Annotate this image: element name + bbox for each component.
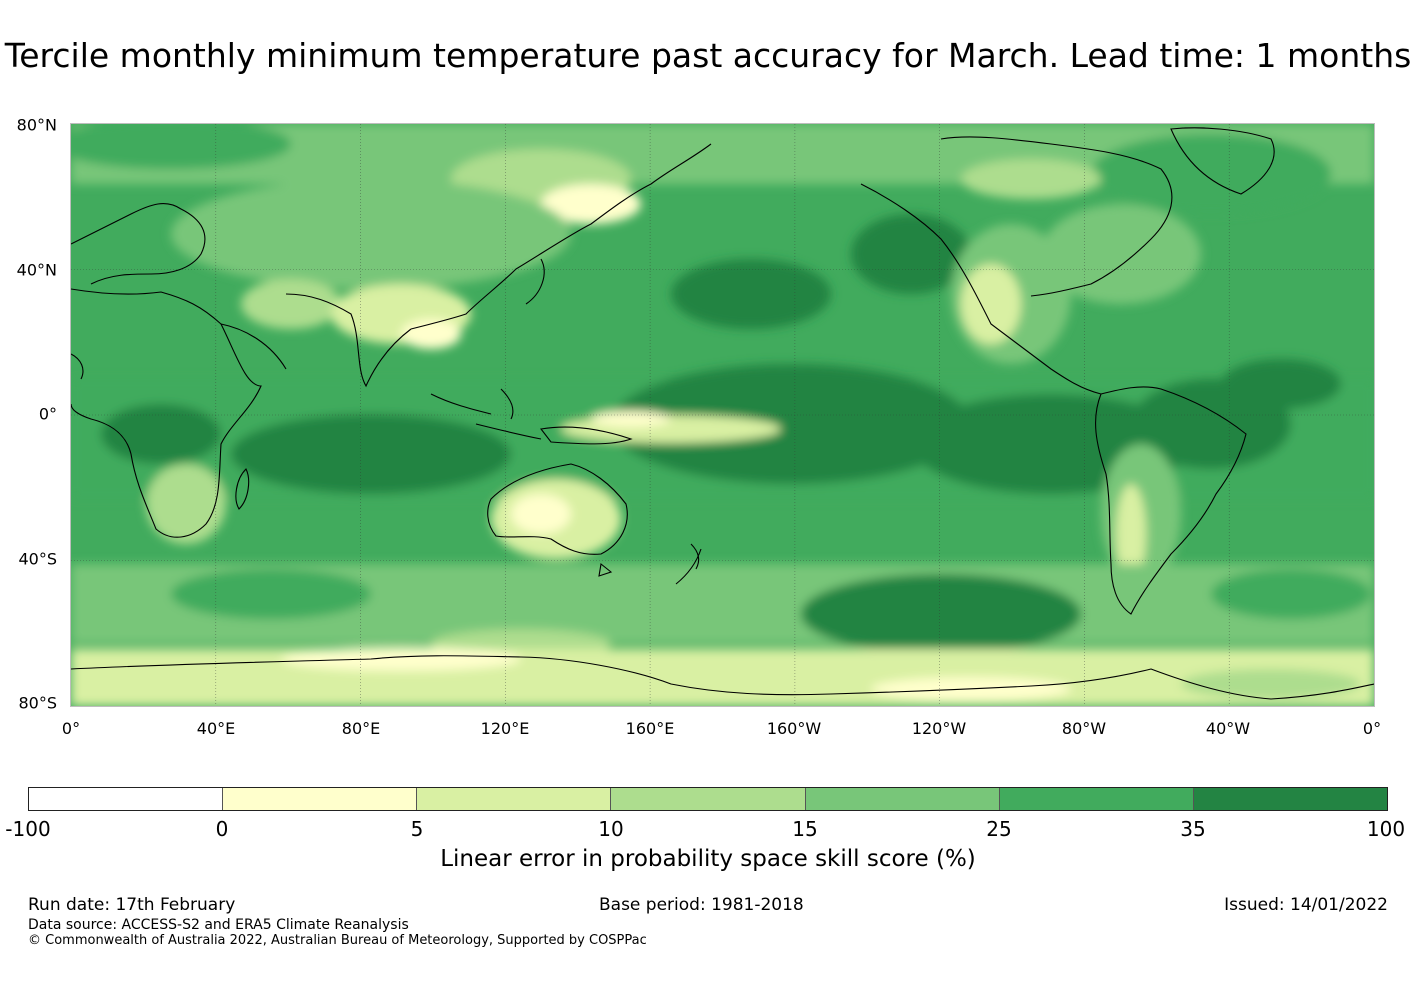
- lon-label-0: 0°: [61, 719, 81, 738]
- skill-score-map: [70, 123, 1375, 707]
- colorbar: [28, 787, 1388, 811]
- lon-label-40e: 40°E: [196, 719, 236, 738]
- colorbar-tick: 0: [215, 817, 229, 841]
- run-date: Run date: 17th February: [28, 895, 236, 915]
- lat-label-40s: 40°S: [18, 549, 57, 569]
- colorbar-tick: 100: [1366, 817, 1406, 841]
- lon-label-80e: 80°E: [341, 719, 381, 738]
- colorbar-segment: [1193, 788, 1387, 810]
- lon-label-80w: 80°W: [1061, 719, 1107, 738]
- colorbar-segment: [29, 788, 224, 810]
- colorbar-label: Linear error in probability space skill …: [440, 846, 976, 872]
- colorbar-tick: -100: [5, 817, 51, 841]
- colorbar-tick: 15: [792, 817, 818, 841]
- copyright-notice: © Commonwealth of Australia 2022, Austra…: [28, 933, 647, 948]
- lon-label-160w: 160°W: [766, 719, 822, 738]
- coastlines: [71, 127, 1374, 700]
- base-period: Base period: 1981-2018: [599, 895, 804, 915]
- data-source: Data source: ACCESS-S2 and ERA5 Climate …: [28, 917, 409, 933]
- map-canvas: [71, 124, 1374, 706]
- colorbar-tick: 5: [410, 817, 424, 841]
- lon-label-160e: 160°E: [625, 719, 675, 738]
- colorbar-segment: [805, 788, 1000, 810]
- skill-field: [71, 124, 1374, 706]
- lon-label-40w: 40°W: [1205, 719, 1251, 738]
- colorbar-tick: 35: [1180, 817, 1206, 841]
- issued-date: Issued: 14/01/2022: [1224, 895, 1388, 915]
- colorbar-segment: [223, 788, 418, 810]
- lon-label-120e: 120°E: [480, 719, 530, 738]
- lat-label-40n: 40°N: [16, 260, 57, 280]
- colorbar-tick: 10: [598, 817, 624, 841]
- lat-label-80s: 80°S: [18, 693, 57, 713]
- colorbar-segment: [417, 788, 612, 810]
- colorbar-tick: 25: [986, 817, 1012, 841]
- colorbar-segment: [999, 788, 1194, 810]
- gridlines: [71, 124, 1374, 706]
- chart-title: Tercile monthly minimum temperature past…: [4, 36, 1412, 75]
- lon-label-120w: 120°W: [911, 719, 967, 738]
- lat-label-80n: 80°N: [16, 115, 57, 135]
- colorbar-segment: [611, 788, 806, 810]
- lon-label-0-east: 0°: [1362, 719, 1382, 738]
- lat-label-equator: 0°: [38, 404, 57, 424]
